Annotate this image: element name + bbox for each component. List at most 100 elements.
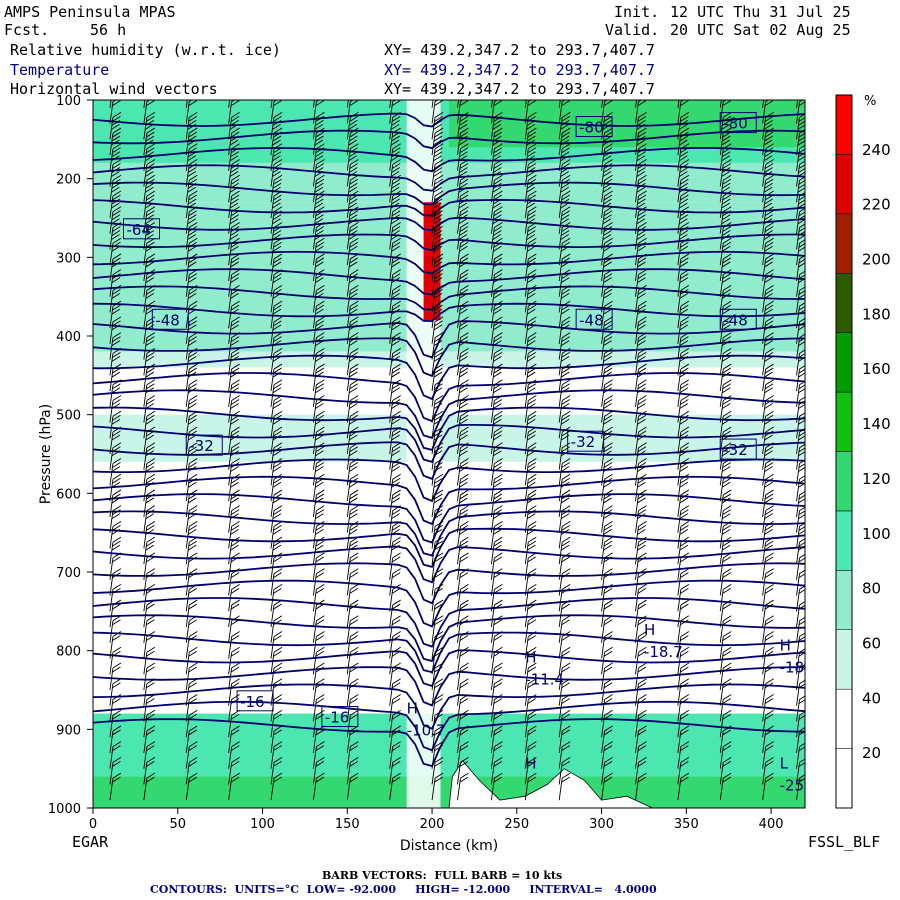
wind-barb-flag <box>638 300 647 307</box>
wind-barb-flag <box>392 521 401 527</box>
wind-barb-flag <box>604 694 613 700</box>
wind-barb-flag <box>272 544 282 551</box>
wind-barb-flag <box>272 171 281 177</box>
wind-barb-flag <box>146 646 156 653</box>
wind-barb-flag <box>680 379 690 386</box>
wind-barb <box>312 237 325 266</box>
wind-barb-flag <box>272 123 281 130</box>
wind-barb-flag <box>273 414 282 421</box>
wind-barb-flag <box>636 155 646 162</box>
wind-barb-flag <box>145 230 155 236</box>
wind-barb-flag <box>798 419 805 425</box>
wind-barb-flag <box>391 289 401 295</box>
wind-barb-flag <box>561 729 570 736</box>
wind-barb-flag <box>604 458 613 464</box>
wind-barb-flag <box>764 434 773 441</box>
wind-barb-flag <box>680 399 689 405</box>
wind-barb <box>796 100 799 108</box>
isotherm-label: -80 <box>719 112 757 134</box>
wind-barb-flag <box>680 430 689 437</box>
wind-barb-flag <box>494 583 503 590</box>
wind-barb <box>431 568 444 596</box>
wind-barb-flag <box>231 347 240 354</box>
wind-barb <box>185 111 198 140</box>
wind-barb-flag <box>112 536 122 543</box>
wind-barb <box>228 174 240 203</box>
wind-barb <box>457 521 469 549</box>
wind-barb-flag <box>765 646 774 653</box>
wind-barb-flag <box>799 443 805 449</box>
wind-barb-flag <box>146 399 155 405</box>
wind-barb-flag <box>799 333 805 338</box>
wind-barb <box>762 646 774 675</box>
wind-barb <box>346 615 359 643</box>
wind-barb-flag <box>798 541 805 547</box>
wind-barb-flag <box>680 147 689 154</box>
wind-barb <box>346 253 359 281</box>
wind-barb-flag <box>392 741 401 748</box>
wind-barb-flag <box>187 261 197 268</box>
wind-barb-flag <box>494 206 503 213</box>
wind-barb-flag <box>112 635 121 641</box>
wind-barb-flag <box>527 383 537 390</box>
wind-barb-flag <box>188 143 198 150</box>
wind-barb-flag <box>680 269 690 276</box>
wind-barb-flag <box>560 497 570 504</box>
wind-barb-flag <box>722 745 731 752</box>
wind-barb-flag <box>764 466 773 472</box>
wind-barb <box>635 631 647 659</box>
wind-barb-flag <box>460 757 469 763</box>
wind-barb-flag <box>391 135 400 142</box>
wind-barb-flag <box>527 226 537 232</box>
wind-barb <box>601 741 613 769</box>
wind-barb-flag <box>349 587 359 594</box>
wind-barb-flag <box>350 253 359 260</box>
wind-barb <box>270 395 283 423</box>
wind-barb-flag <box>315 289 325 295</box>
isotherm <box>93 181 805 206</box>
wind-barb <box>677 190 690 219</box>
wind-barb <box>109 536 122 565</box>
wind-barb-flag <box>722 725 732 732</box>
wind-barb-flag <box>798 478 805 484</box>
wind-barb-flag <box>273 525 282 531</box>
wind-barb-flag <box>145 123 154 130</box>
wind-barb <box>719 100 722 108</box>
wind-barb-flag <box>680 552 690 559</box>
wind-barb <box>270 473 283 502</box>
wind-barb <box>677 709 690 738</box>
wind-barb-flag <box>764 163 774 169</box>
wind-barb-flag <box>316 473 325 480</box>
wind-barb-flag <box>434 100 443 106</box>
wind-barb-flag <box>527 163 537 169</box>
wind-barb-flag <box>680 127 690 134</box>
wind-barb <box>719 583 732 612</box>
wind-barb-flag <box>188 111 198 118</box>
wind-barb-flag <box>391 324 400 331</box>
wind-barb-flag <box>528 536 537 543</box>
wind-barb <box>719 536 732 565</box>
wind-barb <box>109 757 122 785</box>
wind-barb <box>762 505 774 533</box>
wind-barb-flag <box>764 481 773 488</box>
wind-barb <box>270 615 283 643</box>
wind-barb-flag <box>111 371 121 378</box>
wind-barb <box>558 127 571 156</box>
wind-barb <box>457 100 460 108</box>
wind-barb-flag <box>349 403 358 409</box>
wind-barb-flag <box>798 356 805 362</box>
wind-barb-flag <box>349 525 359 531</box>
wind-barb-flag <box>349 214 358 221</box>
wind-barb-flag <box>636 234 646 240</box>
wind-barb-flag <box>560 324 570 331</box>
wind-barb-flag <box>604 300 613 307</box>
wind-barb <box>719 379 732 407</box>
wind-barb-flag <box>637 513 646 520</box>
wind-barb <box>228 379 240 407</box>
wind-barb-flag <box>493 418 502 425</box>
wind-barb <box>490 631 503 659</box>
wind-barb-flag <box>392 332 401 338</box>
wind-barb-flag <box>459 293 468 299</box>
wind-barb <box>601 100 604 108</box>
wind-barb <box>185 100 197 124</box>
